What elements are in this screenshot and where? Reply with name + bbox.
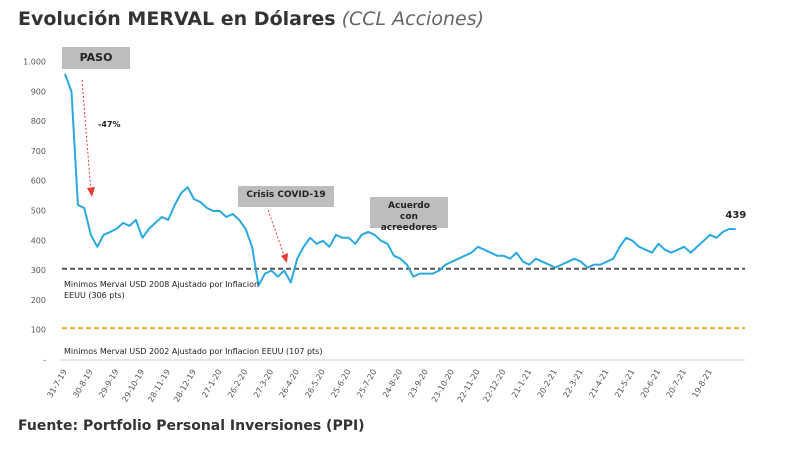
annotation-box: Acuerdo con acreedores [370, 197, 448, 233]
y-tick-label: 600 [31, 177, 46, 186]
x-tick-label: 28-11-19 [146, 368, 172, 404]
x-tick-label: 20-2-21 [536, 368, 559, 400]
title-row: Evolución MERVAL en Dólares (CCL Accione… [18, 8, 484, 30]
source: Fuente: Portfolio Personal Inversiones (… [18, 418, 365, 434]
x-tick-label: 21-1-21 [510, 368, 533, 400]
y-tick-label: 800 [31, 117, 46, 126]
x-tick-label: 31-7-19 [45, 368, 68, 400]
x-tick-label: 21-4-21 [587, 368, 610, 400]
x-tick-label: 22-11-20 [456, 368, 482, 404]
x-tick-label: 27-1-20 [200, 368, 223, 400]
y-tick-label: 200 [31, 296, 46, 305]
chart-subtitle: (CCL Acciones) [341, 8, 485, 30]
y-tick-label: 700 [31, 147, 46, 156]
data-label: 439 [725, 210, 746, 221]
chart-title: Evolución MERVAL en Dólares [18, 8, 336, 30]
arrow-head [87, 187, 95, 197]
x-tick-label: 23-9-20 [407, 368, 430, 400]
y-tick-label: 300 [31, 266, 46, 275]
x-tick-label: 28-12-19 [172, 368, 198, 404]
annotation: -47% [98, 120, 121, 129]
arrow [81, 79, 92, 193]
x-tick-label: 23-10-20 [430, 368, 456, 404]
reference-label: Minimos Merval USD 2008 Ajustado por Inf… [64, 280, 260, 300]
x-tick-label: 29-9-19 [97, 368, 120, 400]
y-tick-label: 500 [31, 207, 46, 216]
annotation-box: PASO [62, 47, 130, 69]
x-tick-label: 24-8-20 [381, 368, 404, 400]
y-tick-label: - [43, 356, 46, 365]
series-line [64, 73, 736, 287]
x-tick-label: 25-6-20 [329, 368, 352, 400]
reference-label: Minimos Merval USD 2002 Ajustado por Inf… [64, 347, 323, 356]
x-tick-label: 29-10-19 [120, 368, 146, 404]
x-tick-label: 27-3-20 [252, 368, 275, 400]
x-tick-label: 22-3-21 [561, 368, 584, 400]
x-tick-label: 26-5-20 [303, 368, 326, 400]
x-tick-label: 26-4-20 [278, 368, 301, 400]
x-tick-label: 30-8-19 [71, 368, 94, 400]
x-tick-label: 20-6-21 [639, 368, 662, 400]
x-tick-label: 26-2-20 [226, 368, 249, 400]
x-tick-label: 25-7-20 [355, 368, 378, 400]
y-tick-label: 1.000 [23, 58, 46, 67]
y-tick-label: 100 [31, 326, 46, 335]
arrow-head [281, 253, 288, 263]
arrow [267, 209, 286, 259]
y-tick-label: 400 [31, 236, 46, 245]
y-tick-label: 900 [31, 87, 46, 96]
x-tick-label: 19-8-21 [690, 368, 713, 400]
x-tick-label: 22-12-20 [482, 368, 508, 404]
annotation-box: Crisis COVID-19 [238, 186, 334, 207]
x-tick-label: 21-5-21 [613, 368, 636, 400]
x-tick-label: 20-7-21 [665, 368, 688, 400]
